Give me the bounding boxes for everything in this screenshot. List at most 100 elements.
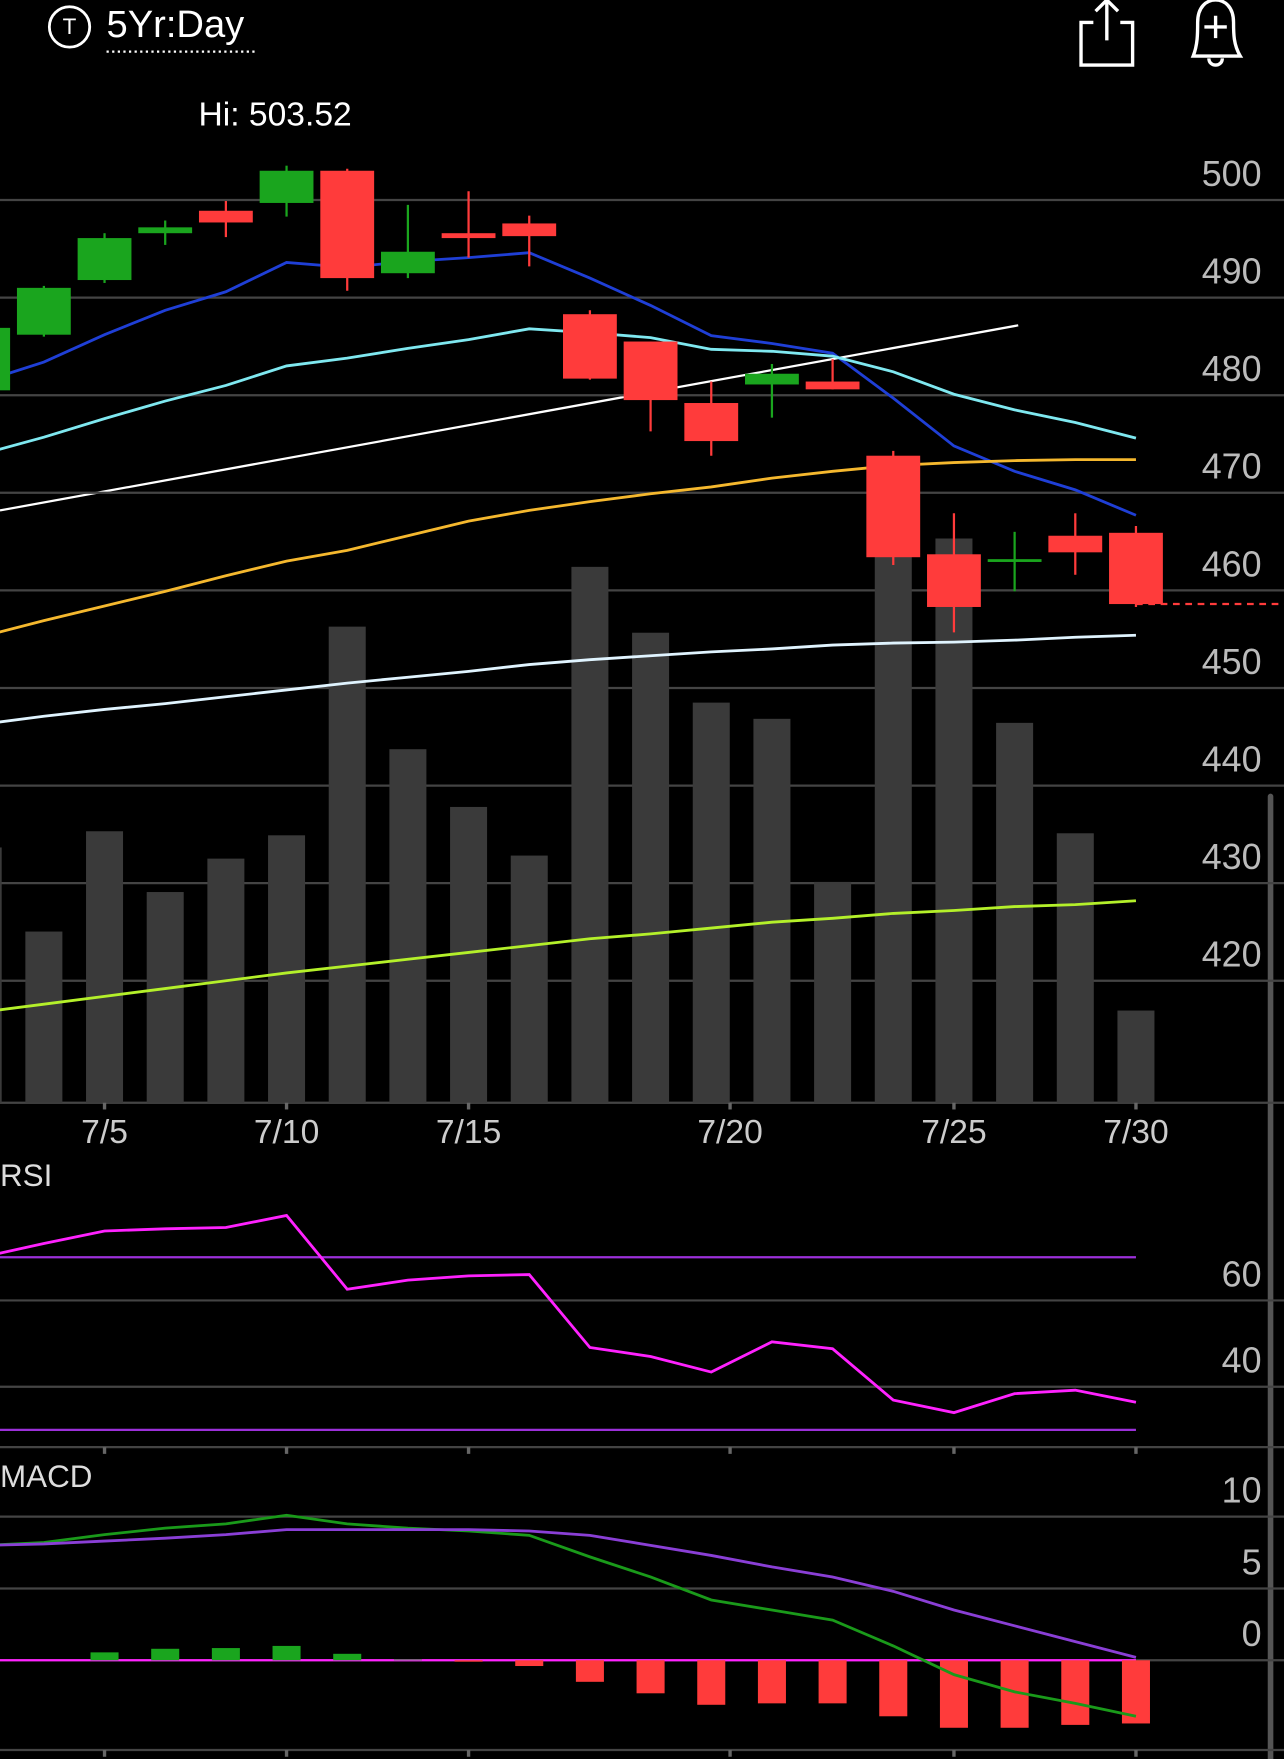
y-tick-label: 440 [1202,739,1262,779]
candle-body [380,251,435,274]
histogram-bar [818,1660,847,1704]
volume-bar [510,855,548,1103]
share-button[interactable] [1079,0,1135,67]
volume-bar [25,931,63,1103]
histogram-bar [211,1648,240,1661]
x-tick-label: 7/10 [254,1114,319,1151]
candle-body [320,170,375,279]
volume-bar [268,835,306,1103]
histogram-bar [636,1660,665,1694]
candle-body [927,554,981,607]
histogram-bar [879,1660,908,1717]
x-tick-label: 7/15 [436,1114,501,1151]
share-icon-arrow [1094,0,1120,41]
range-label: 5Yr:Day [107,3,245,46]
panel: 40 60 [0,1213,1284,1454]
x-tick-label: 7/25 [921,1114,986,1151]
series-line [0,899,1137,1012]
series-line [0,327,1137,451]
range-icon [47,5,92,49]
candle-body [562,314,617,379]
volume-bar [1117,1010,1155,1103]
volume-bar [632,632,670,1103]
y-tick-label: 490 [1202,252,1262,292]
volume-bar [0,847,2,1103]
histogram-bar [757,1660,786,1704]
volume-bar [146,892,184,1103]
y-tick-label: 10 [1222,1471,1262,1511]
volume-bar [935,538,973,1103]
series-line [0,1528,1137,1659]
panel: 420 430 440 450 460 470 480 490 500 7/5 7/10 7/15 7/… [0,154,1284,1151]
y-tick-label: 420 [1202,935,1262,975]
histogram-bar [272,1645,301,1661]
series-line [0,1513,1137,1718]
series-line [0,458,1136,634]
y-tick-label: 460 [1202,544,1262,584]
x-tick-label: 7/5 [81,1114,128,1151]
candle-body [259,170,314,203]
x-tick-label: 7/30 [1103,1114,1168,1151]
volume-bar [874,536,912,1103]
y-tick-label: 500 [1202,154,1262,194]
high-annotation: Hi: 503.52 [198,97,351,134]
bell-icon-plus [1204,15,1227,67]
y-tick-label: 430 [1202,837,1262,877]
histogram-bar [697,1660,726,1705]
candle-body [684,403,739,442]
candle-body [987,559,1042,562]
candle-body [745,373,799,385]
candle-body [623,341,678,401]
volume-bar [1056,833,1094,1103]
histogram-bar [151,1648,180,1661]
candle-body [0,327,11,391]
panel: 0 5 10 [0,1471,1284,1757]
histogram-bar [393,1659,422,1661]
candle-body [1048,535,1103,553]
macd-title: MACD [0,1459,92,1494]
candle-body [1109,532,1163,605]
y-tick-label: 450 [1202,642,1262,682]
candle-body [866,455,921,558]
volume-bar [996,722,1034,1103]
candle-body [502,223,557,237]
y-tick-label: 40 [1222,1341,1262,1381]
candle-body [138,227,193,234]
volume-bar [571,566,609,1103]
histogram-bar [454,1660,483,1662]
candle-body [805,381,860,390]
series-line [0,1213,1137,1415]
range-button[interactable]: T 5Yr:Day [47,3,257,53]
histogram-bar [1061,1660,1090,1725]
histogram-bar [515,1660,544,1667]
y-tick-label: 480 [1202,349,1262,389]
volume-bar [814,881,852,1103]
histogram-bar [575,1660,604,1682]
share-icon-box [1079,20,1135,67]
histogram-bar [333,1653,362,1661]
candle-body [441,233,496,239]
y-tick-label: 470 [1202,447,1262,487]
trend-line [0,324,1019,512]
x-tick-label: 7/20 [697,1114,762,1151]
y-tick-label: 60 [1222,1254,1262,1294]
y-tick-label: 0 [1242,1614,1262,1654]
volume-bar [86,831,124,1103]
candle-body [77,238,132,281]
rsi-title: RSI [0,1158,52,1193]
alert-button[interactable] [1190,0,1244,67]
histogram-bar [90,1652,119,1661]
volume-bar [328,626,366,1103]
volume-bar [389,749,427,1103]
bell-icon [1190,0,1244,58]
series-line [0,633,1137,724]
range-icon-letter: T [63,14,77,39]
candle-body [16,287,71,335]
candle-body [198,210,253,223]
volume-bar [753,718,791,1103]
volume-bar [692,702,730,1103]
series-line [0,251,1137,517]
y-tick-label: 5 [1242,1542,1262,1582]
